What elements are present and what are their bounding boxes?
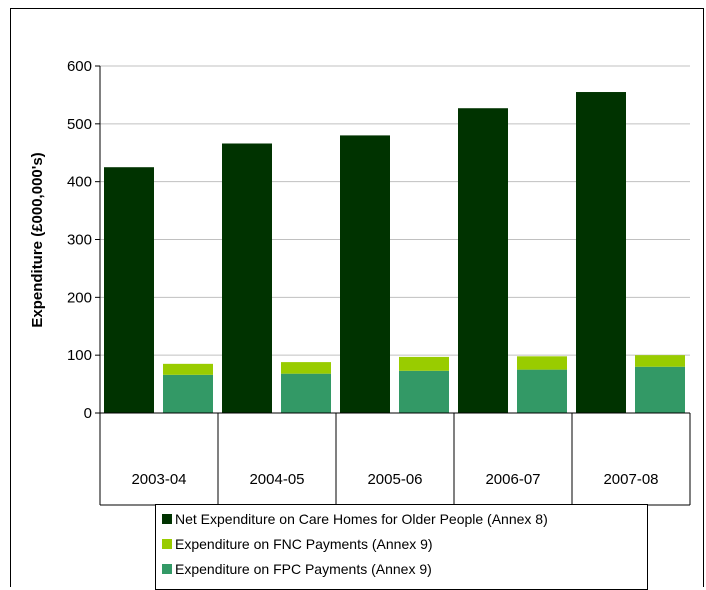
bars <box>104 92 685 414</box>
bar <box>340 135 390 413</box>
y-tick-label: 500 <box>67 116 92 133</box>
bar <box>635 355 685 367</box>
y-tick-label: 0 <box>84 405 92 422</box>
x-category-label: 2003-04 <box>131 471 186 488</box>
y-tick-label: 600 <box>67 58 92 75</box>
bar <box>517 369 567 413</box>
bar <box>576 92 626 414</box>
bar <box>399 356 449 371</box>
legend-label: Net Expenditure on Care Homes for Older … <box>175 511 548 527</box>
bar <box>635 366 685 413</box>
legend-swatch <box>162 539 172 549</box>
x-category-label: 2007-08 <box>603 471 658 488</box>
y-tick-label: 300 <box>67 232 92 249</box>
legend-label: Expenditure on FNC Payments (Annex 9) <box>175 536 433 552</box>
legend-swatch <box>162 514 172 524</box>
bar <box>163 363 213 375</box>
x-category-label: 2006-07 <box>485 471 540 488</box>
legend-swatch <box>162 564 172 574</box>
legend-item: Net Expenditure on Care Homes for Older … <box>162 511 548 527</box>
gridlines <box>100 65 690 356</box>
y-tick-label: 400 <box>67 174 92 191</box>
x-category-label: 2005-06 <box>367 471 422 488</box>
bar <box>281 373 331 413</box>
y-tick-label: 100 <box>67 347 92 364</box>
bar <box>104 167 154 413</box>
bar <box>458 108 508 414</box>
x-categories: 2003-04 2004-05 2005-06 2006-07 2007-08 <box>131 413 659 505</box>
legend-item: Expenditure on FNC Payments (Annex 9) <box>162 536 433 552</box>
legend: Net Expenditure on Care Homes for Older … <box>155 504 648 590</box>
legend-label: Expenditure on FPC Payments (Annex 9) <box>175 561 432 577</box>
legend-item: Expenditure on FPC Payments (Annex 9) <box>162 561 432 577</box>
bar <box>222 143 272 413</box>
bar <box>281 362 331 374</box>
chart-frame <box>10 8 704 587</box>
y-ticks: 0 100 200 300 400 500 600 <box>67 58 100 422</box>
bar <box>399 370 449 413</box>
bar <box>163 374 213 413</box>
y-tick-label: 200 <box>67 289 92 306</box>
x-category-label: 2004-05 <box>249 471 304 488</box>
bar <box>517 356 567 370</box>
y-axis-label: Expenditure (£000,000's) <box>29 152 46 327</box>
